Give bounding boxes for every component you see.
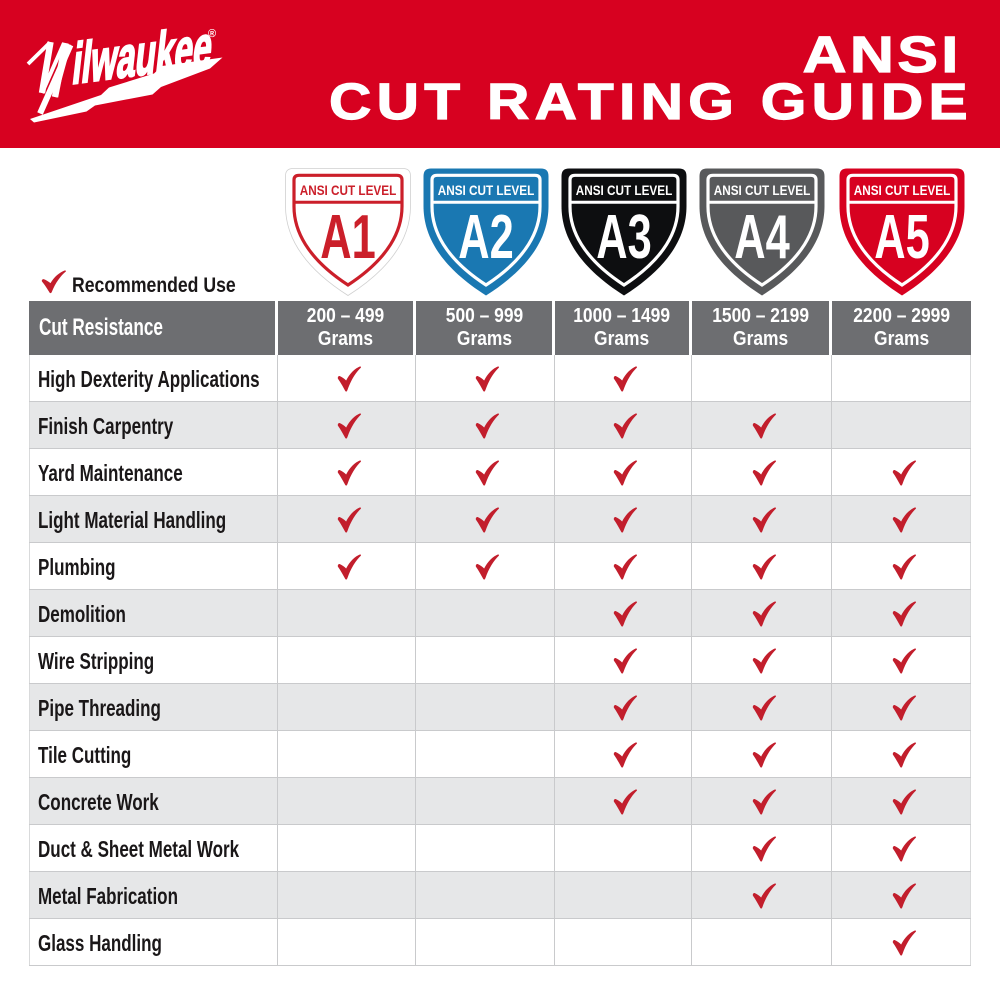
svg-text:ANSI CUT LEVEL: ANSI CUT LEVEL bbox=[437, 183, 534, 198]
svg-text:A2: A2 bbox=[458, 204, 513, 272]
svg-text:ANSI CUT LEVEL: ANSI CUT LEVEL bbox=[714, 183, 811, 198]
svg-text:A3: A3 bbox=[596, 204, 651, 272]
svg-text:ANSI CUT LEVEL: ANSI CUT LEVEL bbox=[575, 183, 672, 198]
svg-text:ANSI CUT LEVEL: ANSI CUT LEVEL bbox=[853, 183, 950, 198]
svg-text:®: ® bbox=[208, 28, 216, 40]
svg-text:A1: A1 bbox=[320, 204, 375, 272]
svg-text:ANSI CUT LEVEL: ANSI CUT LEVEL bbox=[299, 183, 396, 198]
svg-text:A5: A5 bbox=[874, 204, 929, 272]
svg-text:A4: A4 bbox=[734, 204, 790, 272]
